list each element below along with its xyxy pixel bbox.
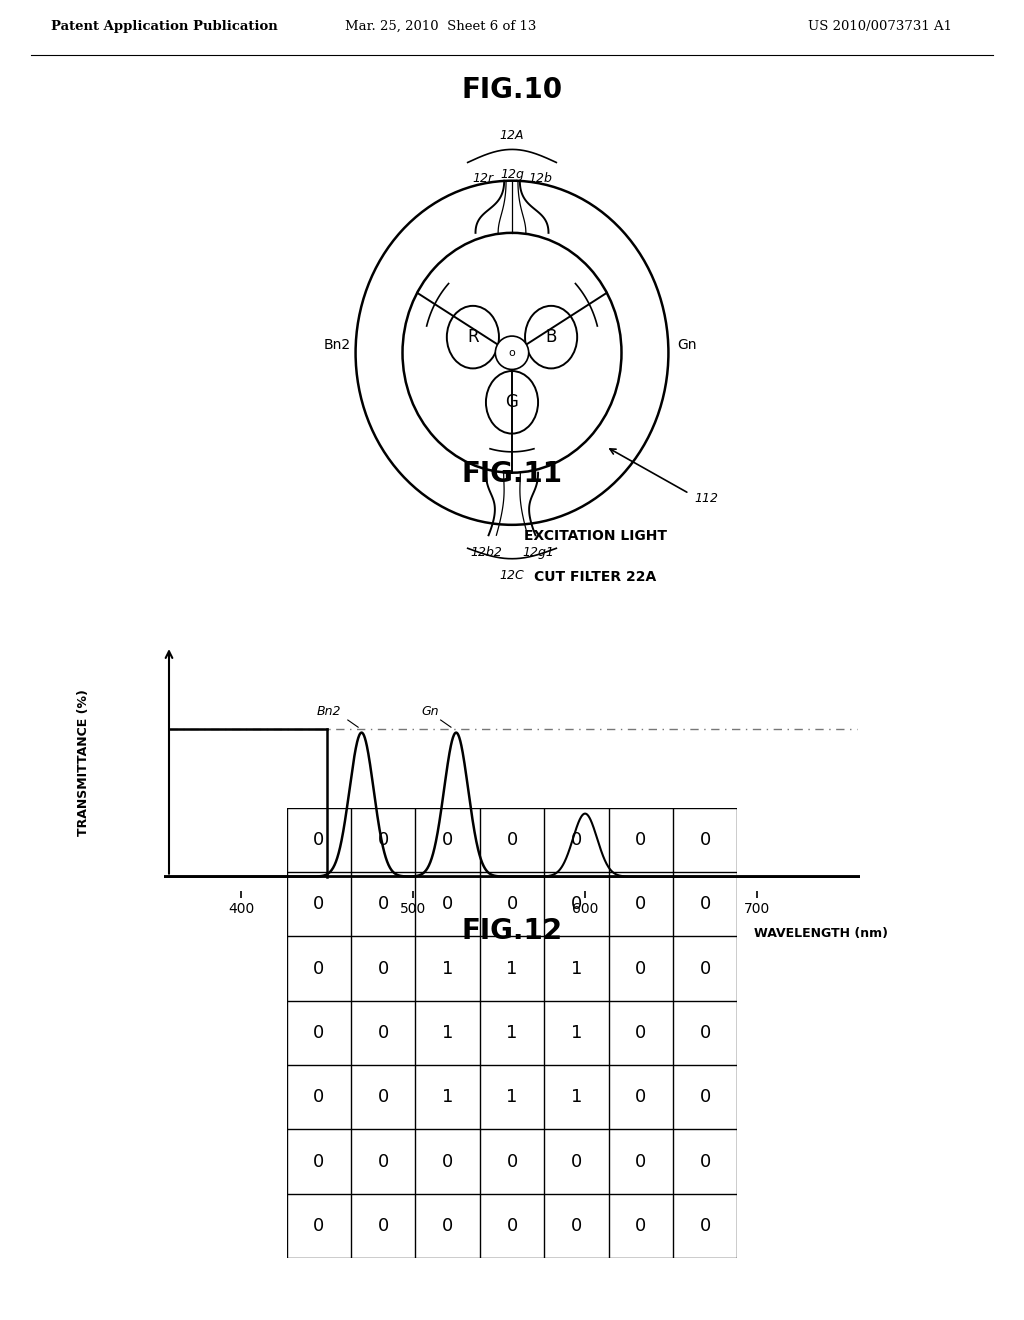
Text: 0: 0: [635, 1152, 646, 1171]
Text: 0: 0: [507, 830, 517, 849]
Text: 0: 0: [313, 1024, 325, 1041]
Text: G: G: [506, 393, 518, 412]
Text: 12g: 12g: [500, 168, 524, 181]
Text: 1: 1: [442, 960, 454, 978]
Text: 0: 0: [378, 895, 389, 913]
Text: 0: 0: [313, 960, 325, 978]
Text: 1: 1: [506, 1088, 518, 1106]
Text: 1: 1: [570, 960, 582, 978]
Text: 0: 0: [635, 895, 646, 913]
Text: 0: 0: [635, 960, 646, 978]
Text: 12b: 12b: [528, 172, 553, 185]
Text: FIG.10: FIG.10: [462, 77, 562, 104]
Text: Bn2: Bn2: [316, 705, 341, 718]
Text: 0: 0: [378, 830, 389, 849]
Text: 0: 0: [313, 895, 325, 913]
Text: 1: 1: [442, 1088, 454, 1106]
Text: 0: 0: [699, 830, 711, 849]
Text: 0: 0: [699, 960, 711, 978]
Text: 0: 0: [442, 895, 454, 913]
Text: 0: 0: [570, 1217, 582, 1236]
Text: Mar. 25, 2010  Sheet 6 of 13: Mar. 25, 2010 Sheet 6 of 13: [345, 20, 536, 33]
Text: 0: 0: [699, 1152, 711, 1171]
Text: 12b2: 12b2: [470, 545, 502, 558]
Circle shape: [496, 337, 528, 370]
Text: 0: 0: [378, 1024, 389, 1041]
Text: 1: 1: [442, 1024, 454, 1041]
Text: 0: 0: [378, 960, 389, 978]
Text: 0: 0: [442, 1152, 454, 1171]
Text: 12r: 12r: [473, 172, 494, 185]
Ellipse shape: [446, 306, 499, 368]
Text: 0: 0: [699, 895, 711, 913]
Text: 1: 1: [570, 1088, 582, 1106]
Ellipse shape: [525, 306, 578, 368]
Text: FIG.11: FIG.11: [462, 459, 562, 488]
Text: Gn: Gn: [422, 705, 439, 718]
Text: WAVELENGTH (nm): WAVELENGTH (nm): [754, 927, 888, 940]
Text: 0: 0: [635, 830, 646, 849]
Text: o: o: [509, 347, 515, 358]
Text: 0: 0: [313, 830, 325, 849]
Text: 0: 0: [442, 830, 454, 849]
Text: 0: 0: [313, 1088, 325, 1106]
Text: 0: 0: [570, 830, 582, 849]
Text: 0: 0: [442, 1217, 454, 1236]
Text: 0: 0: [699, 1088, 711, 1106]
Text: 1: 1: [506, 1024, 518, 1041]
Text: 0: 0: [570, 895, 582, 913]
Text: 0: 0: [378, 1152, 389, 1171]
Text: 0: 0: [507, 1152, 517, 1171]
Text: 12A: 12A: [500, 128, 524, 141]
Text: 0: 0: [699, 1024, 711, 1041]
Text: Gn: Gn: [677, 338, 696, 352]
Text: 1: 1: [506, 960, 518, 978]
Text: TRANSMITTANCE (%): TRANSMITTANCE (%): [77, 689, 90, 836]
Text: 0: 0: [635, 1217, 646, 1236]
Text: 0: 0: [313, 1217, 325, 1236]
Text: 0: 0: [507, 895, 517, 913]
Text: 0: 0: [699, 1217, 711, 1236]
Text: US 2010/0073731 A1: US 2010/0073731 A1: [808, 20, 952, 33]
Text: CUT FILTER 22A: CUT FILTER 22A: [535, 570, 656, 583]
Text: Bn2: Bn2: [324, 338, 351, 352]
Text: Patent Application Publication: Patent Application Publication: [51, 20, 278, 33]
Text: 0: 0: [635, 1088, 646, 1106]
Text: EXCITATION LIGHT: EXCITATION LIGHT: [524, 529, 667, 543]
Text: 12C: 12C: [500, 569, 524, 582]
Text: 1: 1: [570, 1024, 582, 1041]
Text: 0: 0: [570, 1152, 582, 1171]
Text: 112: 112: [694, 492, 719, 506]
Text: 0: 0: [378, 1088, 389, 1106]
Text: 0: 0: [635, 1024, 646, 1041]
Text: B: B: [546, 329, 557, 346]
Text: 0: 0: [507, 1217, 517, 1236]
Text: 0: 0: [313, 1152, 325, 1171]
Text: FIG.12: FIG.12: [462, 916, 562, 945]
Text: 0: 0: [378, 1217, 389, 1236]
Text: 12g1: 12g1: [522, 545, 554, 558]
Text: R: R: [467, 329, 478, 346]
Ellipse shape: [486, 371, 538, 433]
